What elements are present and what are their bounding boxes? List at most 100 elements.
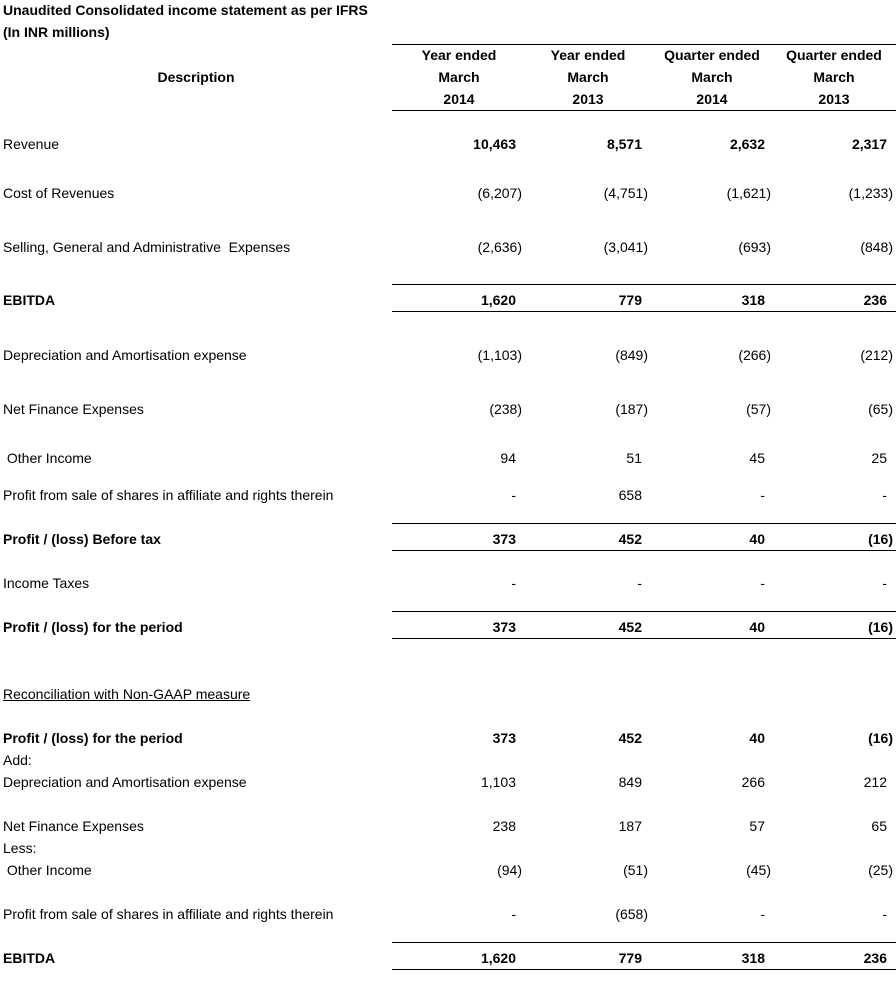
total-rule xyxy=(392,969,896,970)
value-cell: 266 xyxy=(741,774,765,790)
value-cell: - xyxy=(511,906,516,922)
row-label: Reconciliation with Non-GAAP measure xyxy=(3,686,251,702)
value-cell: 40 xyxy=(749,531,765,547)
column-header: Quarter ended March 2014 xyxy=(650,44,774,110)
value-cell: 452 xyxy=(618,531,642,547)
total-rule xyxy=(392,311,896,312)
row-label: Less: xyxy=(3,840,37,856)
row-label: Profit from sale of shares in affiliate … xyxy=(3,487,334,503)
value-cell: (2,636) xyxy=(477,239,522,255)
value-cell: 1,103 xyxy=(480,774,516,790)
value-cell: (3,041) xyxy=(603,239,648,255)
value-cell: - xyxy=(882,575,887,591)
column-header-line: March xyxy=(813,69,855,85)
table-row: Depreciation and Amortisation expense 1,1… xyxy=(0,771,896,793)
column-header-line: Quarter ended xyxy=(664,47,760,63)
column-header-line: March xyxy=(567,69,609,85)
value-cell: (45) xyxy=(746,862,771,878)
value-cell: (693) xyxy=(738,239,771,255)
value-cell: (94) xyxy=(497,862,522,878)
statement-title: Unaudited Consolidated income statement … xyxy=(3,2,368,18)
value-cell: 57 xyxy=(749,818,765,834)
value-cell: (16) xyxy=(868,619,893,635)
value-cell: 849 xyxy=(618,774,642,790)
value-cell: - xyxy=(511,487,516,503)
value-cell: - xyxy=(760,487,765,503)
row-label: Other Income xyxy=(3,450,92,466)
table-row: Profit / (loss) for the period 373 452 40 (1… xyxy=(0,616,896,638)
value-cell: 318 xyxy=(741,950,765,966)
value-cell: 779 xyxy=(618,292,642,308)
value-cell: (16) xyxy=(868,531,893,547)
value-cell: 40 xyxy=(749,619,765,635)
value-cell: 373 xyxy=(492,619,516,635)
value-cell: 51 xyxy=(626,450,642,466)
row-label: Profit / (loss) for the period xyxy=(3,730,183,746)
value-cell: (848) xyxy=(860,239,893,255)
column-header: Year ended March 2013 xyxy=(526,44,650,110)
row-label: Revenue xyxy=(3,136,60,152)
value-cell: (1,233) xyxy=(848,185,893,201)
row-label: Income Taxes xyxy=(3,575,90,591)
table-row: Other Income (94) (51) (45) (25) xyxy=(0,859,896,881)
value-cell: 45 xyxy=(749,450,765,466)
value-cell: 25 xyxy=(871,450,887,466)
statement-units: (In INR millions) xyxy=(3,24,110,40)
column-header-line: March xyxy=(691,69,733,85)
value-cell: (57) xyxy=(746,401,771,417)
table-row: Profit / (loss) Before tax 373 452 40 (16) xyxy=(0,528,896,550)
value-cell: 658 xyxy=(618,487,642,503)
value-cell: - xyxy=(760,575,765,591)
value-cell: 373 xyxy=(492,531,516,547)
description-header: Description xyxy=(157,69,235,85)
row-label: Profit / (loss) Before tax xyxy=(3,531,161,547)
value-cell: 1,620 xyxy=(480,292,516,308)
table-row: Add: xyxy=(0,749,896,771)
value-cell: 10,463 xyxy=(473,136,516,152)
table-row: Income Taxes - - - - xyxy=(0,572,896,594)
column-header-line: Year ended xyxy=(421,47,497,63)
row-label: Net Finance Expenses xyxy=(3,818,144,834)
value-cell: (187) xyxy=(615,401,648,417)
value-cell: 452 xyxy=(618,619,642,635)
header-bottom-rule xyxy=(392,110,896,111)
column-header-line: Quarter ended xyxy=(786,47,882,63)
row-label: Profit from sale of shares in affiliate … xyxy=(3,906,334,922)
value-cell: 373 xyxy=(492,730,516,746)
table-row: Selling, General and Administrative Expe… xyxy=(0,236,896,258)
value-cell: 1,620 xyxy=(480,950,516,966)
total-rule xyxy=(392,942,896,943)
value-cell: 318 xyxy=(741,292,765,308)
table-row: Net Finance Expenses (238) (187) (57) (65) xyxy=(0,398,896,420)
value-cell: 40 xyxy=(749,730,765,746)
column-header-line: 2013 xyxy=(818,91,850,107)
value-cell: 212 xyxy=(863,774,887,790)
column-header: Year ended March 2014 xyxy=(397,44,521,110)
value-cell: (6,207) xyxy=(477,185,522,201)
row-label: Selling, General and Administrative Expe… xyxy=(3,239,291,255)
value-cell: (658) xyxy=(615,906,648,922)
table-row: Profit from sale of shares in affiliate … xyxy=(0,903,896,925)
column-header-line: March xyxy=(438,69,480,85)
value-cell: (212) xyxy=(860,347,893,363)
value-cell: - xyxy=(882,906,887,922)
row-label: EBITDA xyxy=(3,292,56,308)
column-header-line: 2014 xyxy=(443,91,475,107)
value-cell: 2,632 xyxy=(729,136,765,152)
value-cell: (65) xyxy=(868,401,893,417)
table-row: Cost of Revenues (6,207) (4,751) (1,621) (1,… xyxy=(0,182,896,204)
total-rule xyxy=(392,550,896,551)
value-cell: (1,621) xyxy=(726,185,771,201)
column-header-line: Year ended xyxy=(550,47,626,63)
header-top-rule xyxy=(392,44,896,45)
value-cell: 238 xyxy=(492,818,516,834)
column-header-line: 2014 xyxy=(696,91,728,107)
table-row: Reconciliation with Non-GAAP measure xyxy=(0,683,896,705)
table-row: Less: xyxy=(0,837,896,859)
value-cell: (16) xyxy=(868,730,893,746)
value-cell: (1,103) xyxy=(477,347,522,363)
total-rule xyxy=(392,611,896,612)
table-row: Revenue 10,463 8,571 2,632 2,317 xyxy=(0,133,896,155)
row-label: Cost of Revenues xyxy=(3,185,115,201)
value-cell: 8,571 xyxy=(606,136,642,152)
